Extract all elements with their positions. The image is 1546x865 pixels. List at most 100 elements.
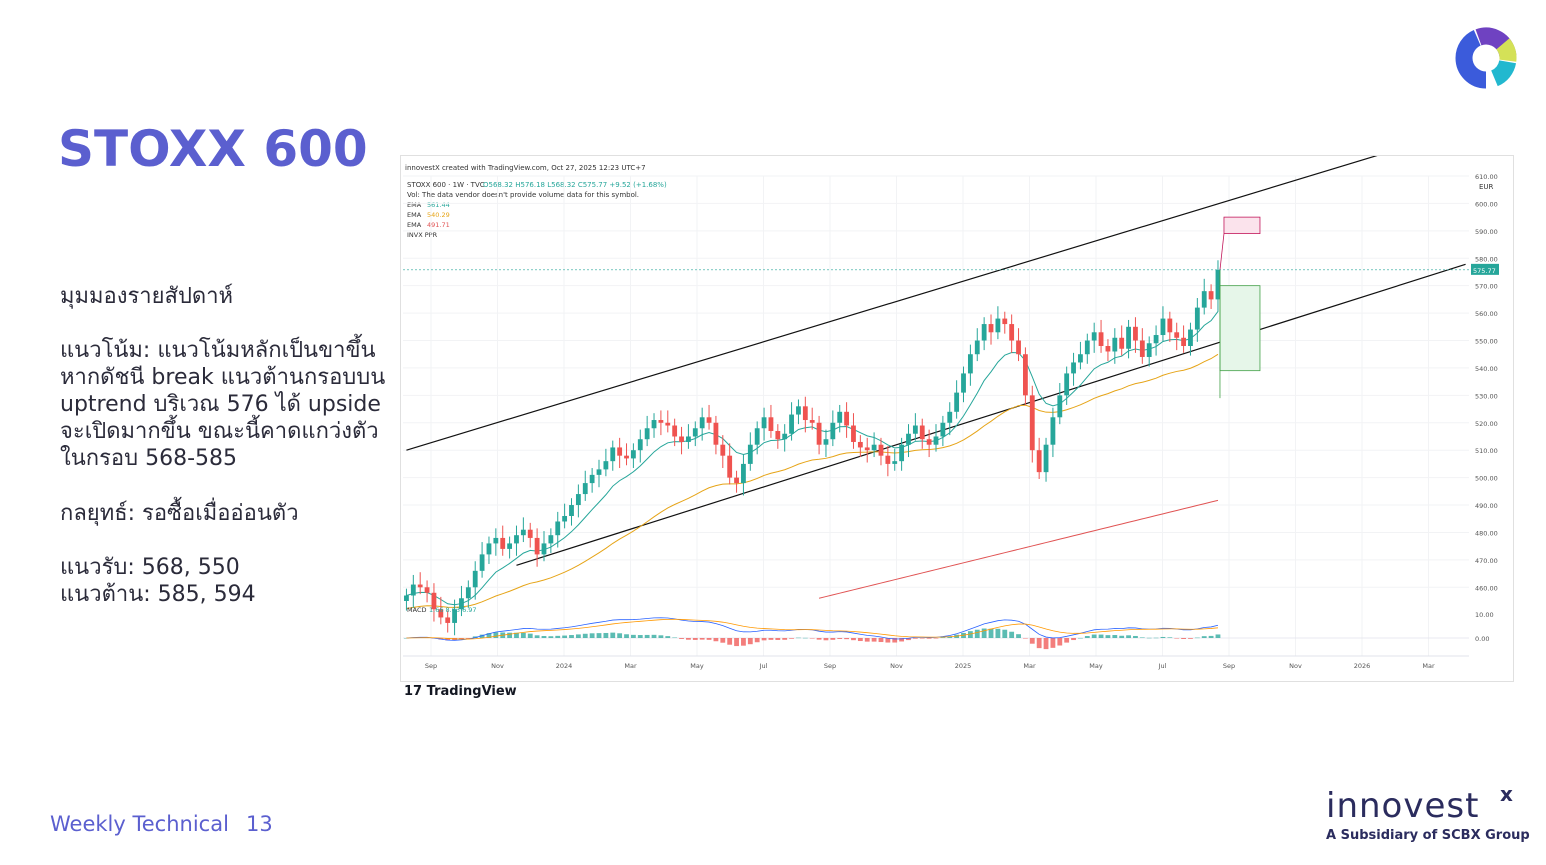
candle-body xyxy=(809,420,815,423)
candle-body xyxy=(500,537,506,549)
candle-body xyxy=(926,439,932,445)
macd-histogram-bar xyxy=(507,632,513,638)
macd-histogram-bar xyxy=(520,632,526,638)
candle-body xyxy=(906,433,911,445)
macd-histogram-bar xyxy=(851,638,856,641)
candle-body xyxy=(1208,291,1214,300)
x-tick-label: Jul xyxy=(1158,662,1167,670)
candle-body xyxy=(486,543,492,555)
y-tick-label: 460.00 xyxy=(1475,584,1498,592)
candle-body xyxy=(465,587,471,599)
candle-body xyxy=(1181,337,1186,346)
macd-histogram-bar xyxy=(940,637,946,638)
x-tick-label: Jul xyxy=(759,662,768,670)
macd-histogram-bar xyxy=(486,633,492,638)
candle-body xyxy=(1084,340,1090,355)
y-tick-label: 490.00 xyxy=(1475,502,1498,510)
candle-body xyxy=(851,425,856,442)
strategy-text: กลยุทธ์: รอซื้อเมื่ออ่อนตัว xyxy=(60,501,299,526)
macd-histogram-bar xyxy=(658,635,664,638)
last-price-tag xyxy=(1471,263,1499,275)
macd-histogram-bar xyxy=(514,632,519,638)
macd-histogram-bar xyxy=(706,638,712,640)
macd-histogram-bar xyxy=(527,633,533,638)
macd-histogram-bar xyxy=(734,638,739,647)
macd-histogram-bar xyxy=(906,638,911,641)
macd-histogram-bar xyxy=(493,632,499,638)
candle-body xyxy=(534,537,540,555)
candle-body xyxy=(459,598,464,610)
chart-header: innovestX created with TradingView.com, … xyxy=(405,164,646,172)
macd-histogram-bar xyxy=(637,635,643,638)
candle-body xyxy=(686,436,691,442)
candle-body xyxy=(404,595,409,601)
macd-histogram-bar xyxy=(1029,638,1035,644)
resistance-text: แนวต้าน: 585, 594 xyxy=(60,582,256,607)
macd-histogram-bar xyxy=(1078,637,1083,639)
y-tick-label: 470.00 xyxy=(1475,557,1498,565)
macd-histogram-bar xyxy=(899,638,905,642)
candle-body xyxy=(1215,269,1221,300)
candle-body xyxy=(981,324,987,341)
x-tick-label: Nov xyxy=(491,662,504,670)
macd-histogram-bar xyxy=(912,638,918,639)
y-tick-label: 580.00 xyxy=(1475,255,1498,263)
macd-histogram-bar xyxy=(837,638,843,639)
macd-histogram-bar xyxy=(885,638,891,643)
candle-body xyxy=(589,474,595,484)
macd-histogram-bar xyxy=(775,638,781,640)
x-tick-label: 2025 xyxy=(955,662,972,670)
macd-histogram-bar xyxy=(844,638,850,640)
macd-histogram-bar xyxy=(933,638,939,639)
macd-histogram-bar xyxy=(1043,638,1049,650)
last-price-label: 575.77 xyxy=(1473,267,1496,275)
candle-body xyxy=(823,439,829,445)
candle-body xyxy=(1057,395,1063,418)
macd-histogram-bar xyxy=(630,634,636,638)
candle-body xyxy=(761,417,767,429)
candle-body xyxy=(734,477,739,484)
y-tick-label: 500.00 xyxy=(1475,475,1498,483)
macd-histogram-bar xyxy=(947,636,953,638)
macd-histogram-bar xyxy=(1153,637,1159,639)
candle-body xyxy=(1119,337,1125,349)
macd-histogram-bar xyxy=(1057,638,1063,646)
candle-body xyxy=(699,417,705,429)
y-tick-label: 600.00 xyxy=(1475,200,1498,208)
candle-body xyxy=(789,414,794,434)
candle-body xyxy=(679,436,684,442)
candle-body xyxy=(1133,326,1138,341)
candle-body xyxy=(1188,329,1193,346)
macd-histogram-bar xyxy=(404,638,409,639)
macd-histogram-bar xyxy=(1126,635,1131,638)
candle-body xyxy=(617,447,623,456)
candle-body xyxy=(1022,354,1028,396)
candle-body xyxy=(562,516,568,522)
candle-body xyxy=(830,422,836,440)
candle-body xyxy=(1078,354,1083,363)
candle-body xyxy=(919,425,925,440)
macd-histogram-bar xyxy=(569,635,574,638)
candle-body xyxy=(1036,450,1042,473)
macd-histogram-bar xyxy=(1105,635,1111,638)
macd-histogram-bar xyxy=(699,638,705,640)
candle-body xyxy=(899,444,905,462)
x-tick-label: Mar xyxy=(624,662,637,670)
macd-histogram-bar xyxy=(624,634,629,638)
macd-histogram-bar xyxy=(1181,638,1186,639)
view-heading: มุมมองรายสัปดาห์ xyxy=(60,284,234,309)
ohlc-line: O568.32 H576.18 L568.32 C575.77 +9.52 (+… xyxy=(483,181,667,189)
y-tick-label: 520.00 xyxy=(1475,420,1498,428)
macd-histogram-bar xyxy=(768,638,774,640)
macd-histogram-bar xyxy=(445,638,451,641)
candle-body xyxy=(940,422,946,437)
macd-histogram-bar xyxy=(644,634,650,638)
trend-text: แนวโน้ม: แนวโน้มหลักเป็นขาขึ้น หากดัชนี … xyxy=(60,338,386,471)
candle-body xyxy=(961,373,966,393)
macd-histogram-bar xyxy=(610,632,616,638)
indicator-name: EMA xyxy=(407,221,422,229)
indicator-name: INVX PPR xyxy=(407,231,438,239)
macd-histogram-bar xyxy=(919,638,925,639)
candle-body xyxy=(713,422,719,445)
candle-body xyxy=(1201,291,1207,308)
